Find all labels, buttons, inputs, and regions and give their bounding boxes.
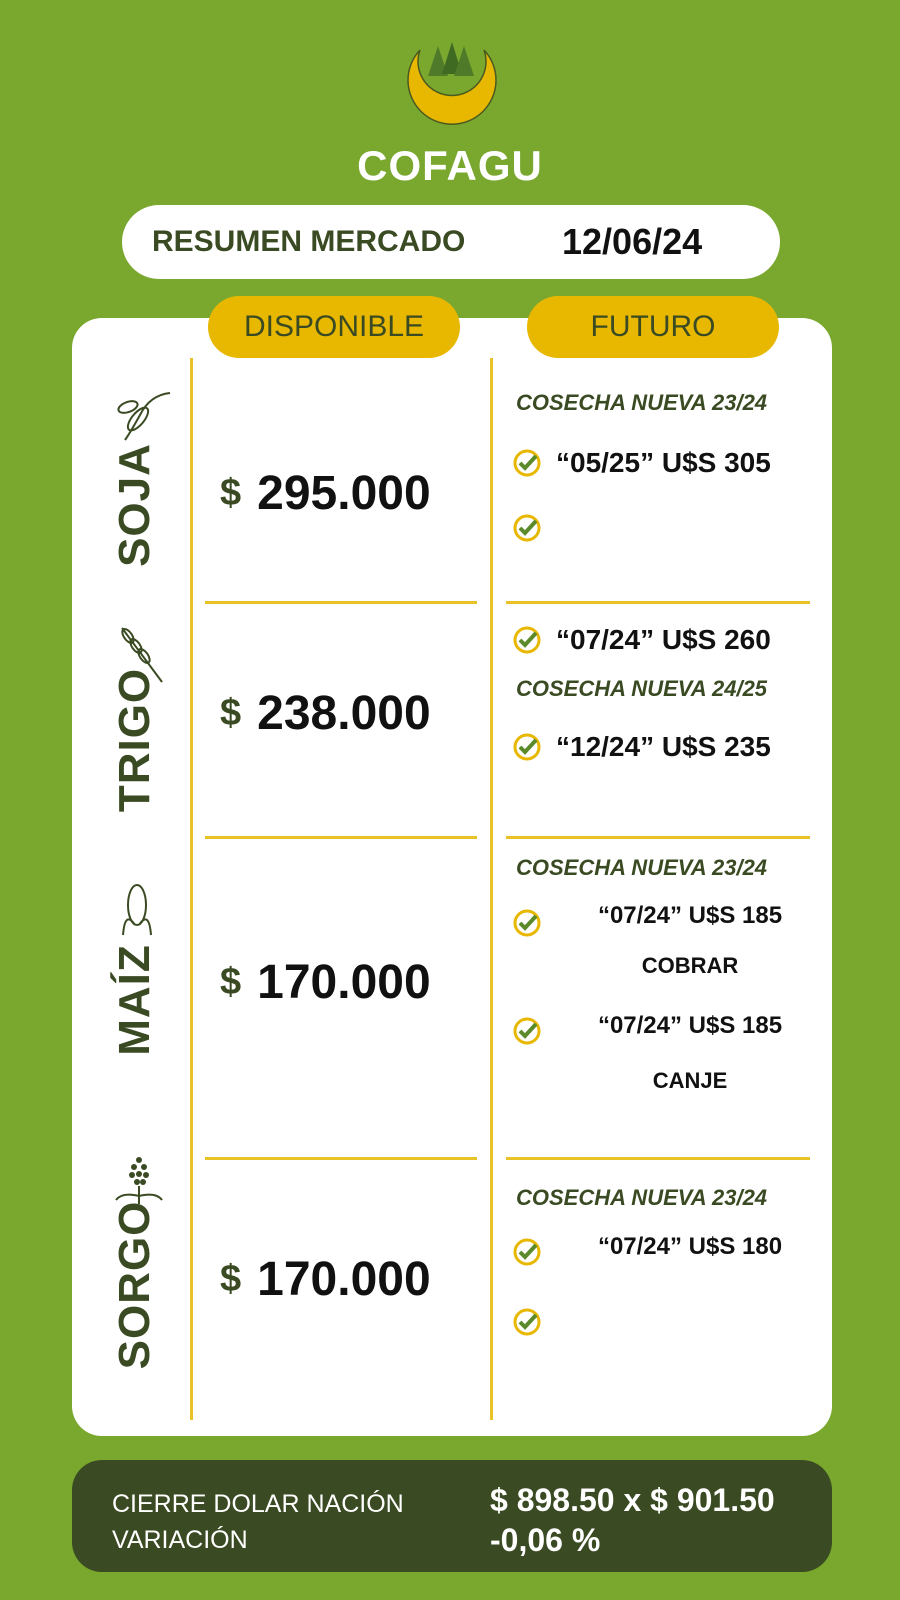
check-icon [513, 626, 541, 654]
futuro-item-text: “07/24” U$S 180 [597, 1233, 783, 1260]
price-sorgo: $170.000 [220, 1252, 431, 1307]
check-icon [513, 1238, 541, 1266]
column-divider [490, 358, 493, 1420]
currency-symbol: $ [220, 1258, 242, 1300]
check-icon [513, 733, 541, 761]
header-banner: RESUMEN MERCADO 12/06/24 [122, 205, 780, 279]
row-divider [205, 1157, 477, 1160]
row-divider [506, 1157, 810, 1160]
soybean-icon [117, 392, 171, 441]
futuro-item: “12/24” U$S 235 [512, 727, 822, 767]
harvest-label: COSECHA NUEVA 23/24 [516, 390, 768, 415]
dollar-value: $ 898.50 x $ 901.50 [490, 1482, 775, 1518]
dollar-summary: CIERRE DOLAR NACIÓN $ 898.50 x $ 901.50 … [72, 1460, 832, 1572]
futuro-header: FUTURO [527, 296, 779, 358]
check-icon [513, 449, 541, 477]
currency-symbol: $ [220, 961, 242, 1003]
column-divider [190, 358, 193, 1420]
harvest-label: COSECHA NUEVA 23/24 [516, 1185, 768, 1210]
disponible-header: DISPONIBLE [208, 296, 460, 358]
futuro-item-text: “12/24” U$S 235 [556, 731, 771, 762]
futuro-item-text: “07/24” U$S 185 [597, 902, 783, 929]
price-maiz: $170.000 [220, 955, 431, 1010]
check-icon [513, 909, 541, 937]
futuro-item: “07/24” U$S 260 [512, 620, 822, 660]
check-icon [513, 514, 541, 542]
variation-label: VARIACIÓN [112, 1526, 248, 1554]
cofagu-logo-icon [407, 42, 497, 125]
futuro-item [512, 508, 822, 548]
futuro-item-text: “07/24” U$S 260 [556, 624, 771, 655]
currency-symbol: $ [220, 472, 242, 514]
header-date: 12/06/24 [562, 221, 703, 262]
row-divider [205, 836, 477, 839]
row-divider [205, 601, 477, 604]
check-icon [513, 1308, 541, 1336]
row-divider [506, 836, 810, 839]
row-divider [506, 601, 810, 604]
futuro-note: CANJE [652, 1068, 728, 1093]
check-icon [513, 1017, 541, 1045]
variation-value: -0,06 % [490, 1522, 601, 1558]
wheat-icon [121, 627, 163, 683]
price-value: 238.000 [257, 687, 431, 740]
price-value: 170.000 [257, 1253, 431, 1306]
futuro-item-text: “07/24” U$S 185 [597, 1012, 783, 1039]
corn-icon [122, 884, 152, 936]
futuro-item: “05/25” U$S 305 [512, 443, 822, 483]
price-value: 295.000 [257, 467, 431, 520]
price-trigo: $238.000 [220, 686, 431, 741]
futuro-item-text: “05/25” U$S 305 [556, 447, 771, 478]
harvest-label: COSECHA NUEVA 24/25 [516, 676, 768, 701]
market-card [72, 318, 832, 1436]
currency-symbol: $ [220, 692, 242, 734]
brand-name: COFAGU [357, 142, 543, 189]
sorghum-icon [115, 1157, 163, 1204]
dollar-label: CIERRE DOLAR NACIÓN [112, 1490, 404, 1518]
harvest-label: COSECHA NUEVA 23/24 [516, 855, 768, 880]
price-soja: $295.000 [220, 466, 431, 521]
price-value: 170.000 [257, 956, 431, 1009]
futuro-note: COBRAR [641, 953, 739, 978]
header-title: RESUMEN MERCADO [152, 225, 466, 258]
